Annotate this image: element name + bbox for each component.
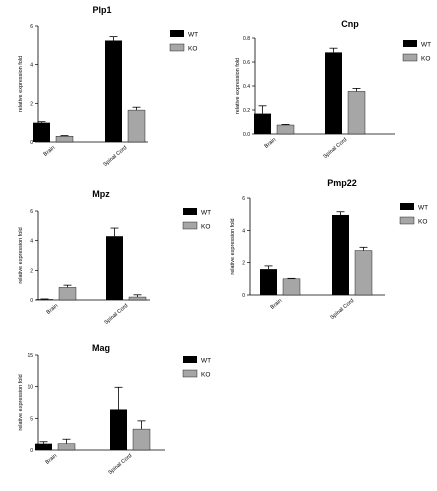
legend-swatch-wt bbox=[403, 40, 417, 47]
y-tick-label: 4 bbox=[30, 63, 33, 69]
chart-title: Plp1 bbox=[92, 5, 111, 15]
legend-label-ko: KO bbox=[201, 372, 210, 379]
bar-wt-spinal-cord bbox=[325, 52, 342, 134]
y-tick-label: 15 bbox=[27, 353, 33, 359]
y-tick-label: 4 bbox=[30, 239, 33, 245]
bar-wt-brain bbox=[33, 122, 50, 142]
legend-swatch-wt bbox=[183, 356, 197, 363]
x-tick-label: Spinal Cord bbox=[102, 145, 128, 168]
y-tick-label: 6 bbox=[242, 196, 245, 202]
x-tick-label: Brain bbox=[270, 298, 284, 311]
legend-label-ko: KO bbox=[421, 56, 430, 63]
bar-ko-brain bbox=[58, 287, 77, 301]
chart-plp1: Plp1 0 2 4 6 relative expression fold Brain Spi… bbox=[18, 5, 198, 168]
legend-label-wt: WT bbox=[201, 358, 211, 365]
y-tick-label: 6 bbox=[30, 209, 33, 215]
legend-label-wt: WT bbox=[188, 32, 198, 39]
legend-label-ko: KO bbox=[418, 219, 427, 226]
bar-wt-brain bbox=[35, 443, 52, 450]
bar-ko-brain bbox=[282, 278, 301, 296]
y-tick-label: 2 bbox=[30, 101, 33, 107]
x-tick-label: Brain bbox=[45, 453, 59, 466]
chart-title: Mpz bbox=[92, 189, 110, 199]
bar-ko-spinal-cord bbox=[347, 91, 366, 135]
x-tick-label: Brain bbox=[43, 145, 57, 158]
chart-title: Pmp22 bbox=[327, 178, 357, 188]
chart-mag: Mag 0 5 10 15 relative expression fold Brain Sp… bbox=[18, 343, 211, 476]
y-tick-label: 2 bbox=[30, 268, 33, 274]
y-axis-label: relative expression fold bbox=[18, 227, 24, 283]
bar-ko-spinal-cord bbox=[128, 296, 147, 301]
legend-swatch-wt bbox=[170, 30, 184, 37]
bar-ko-brain bbox=[55, 135, 74, 143]
legend-label-wt: WT bbox=[421, 42, 431, 49]
y-axis-label: relative expression fold bbox=[18, 56, 24, 112]
y-tick-label: 4 bbox=[242, 228, 245, 234]
bar-wt-spinal-cord bbox=[110, 409, 127, 450]
y-tick-label: 0.0 bbox=[243, 132, 250, 138]
y-tick-label: 0.2 bbox=[243, 108, 250, 114]
y-tick-label: 5 bbox=[30, 416, 33, 422]
legend-swatch-ko bbox=[399, 216, 415, 225]
y-axis-label: relative expression fold bbox=[235, 58, 241, 114]
bar-ko-brain bbox=[276, 124, 295, 135]
bar-wt-spinal-cord bbox=[106, 236, 123, 300]
y-tick-label: 2 bbox=[242, 261, 245, 267]
bar-wt-brain bbox=[254, 113, 271, 134]
legend-swatch-wt bbox=[183, 208, 197, 215]
y-tick-label: 0 bbox=[242, 293, 245, 299]
bar-ko-brain bbox=[57, 443, 76, 451]
bar-ko-spinal-cord bbox=[132, 428, 151, 451]
x-tick-label: Spinal Cord bbox=[322, 137, 348, 160]
x-tick-label: Spinal Cord bbox=[329, 298, 355, 321]
y-tick-label: 0.6 bbox=[243, 60, 250, 66]
y-tick-label: 0 bbox=[30, 140, 33, 146]
legend-swatch-ko bbox=[169, 43, 185, 52]
legend-swatch-ko bbox=[182, 221, 198, 230]
legend-swatch-wt bbox=[400, 203, 414, 210]
bar-wt-spinal-cord bbox=[105, 40, 122, 142]
chart-title: Mag bbox=[92, 343, 110, 353]
y-axis-label: relative expression fold bbox=[230, 218, 236, 274]
bar-wt-spinal-cord bbox=[332, 214, 349, 295]
x-tick-label: Spinal Cord bbox=[107, 453, 133, 476]
chart-pmp22: Pmp22 0 2 4 6 relative expression fold Brain Sp… bbox=[230, 178, 428, 321]
y-tick-label: 10 bbox=[27, 385, 33, 391]
x-tick-label: Brain bbox=[46, 303, 60, 316]
legend-label-ko: KO bbox=[188, 46, 197, 53]
legend-label-wt: WT bbox=[201, 210, 211, 217]
chart-title: Cnp bbox=[341, 19, 359, 29]
chart-cnp: Cnp 0.0 0.2 0.4 0.6 0.8 relative expression fo… bbox=[235, 19, 431, 160]
chart-mpz: Mpz 0 2 4 6 relative expression fold Brain Spin… bbox=[18, 189, 211, 326]
bar-wt-brain bbox=[36, 299, 53, 300]
y-tick-label: 0.8 bbox=[243, 36, 250, 42]
y-tick-label: 0 bbox=[30, 298, 33, 304]
x-tick-label: Spinal Cord bbox=[103, 303, 129, 326]
bar-ko-spinal-cord bbox=[354, 250, 373, 296]
y-tick-label: 6 bbox=[30, 24, 33, 30]
y-tick-label: 0 bbox=[30, 448, 33, 454]
legend-label-wt: WT bbox=[418, 205, 428, 212]
bar-wt-brain bbox=[260, 269, 277, 295]
legend-label-ko: KO bbox=[201, 224, 210, 231]
bar-ko-spinal-cord bbox=[127, 109, 146, 143]
legend-swatch-ko bbox=[182, 369, 198, 378]
legend-swatch-ko bbox=[402, 53, 418, 62]
y-axis-label: relative expression fold bbox=[18, 374, 24, 430]
x-tick-label: Brain bbox=[264, 137, 278, 150]
y-tick-label: 0.4 bbox=[243, 84, 250, 90]
